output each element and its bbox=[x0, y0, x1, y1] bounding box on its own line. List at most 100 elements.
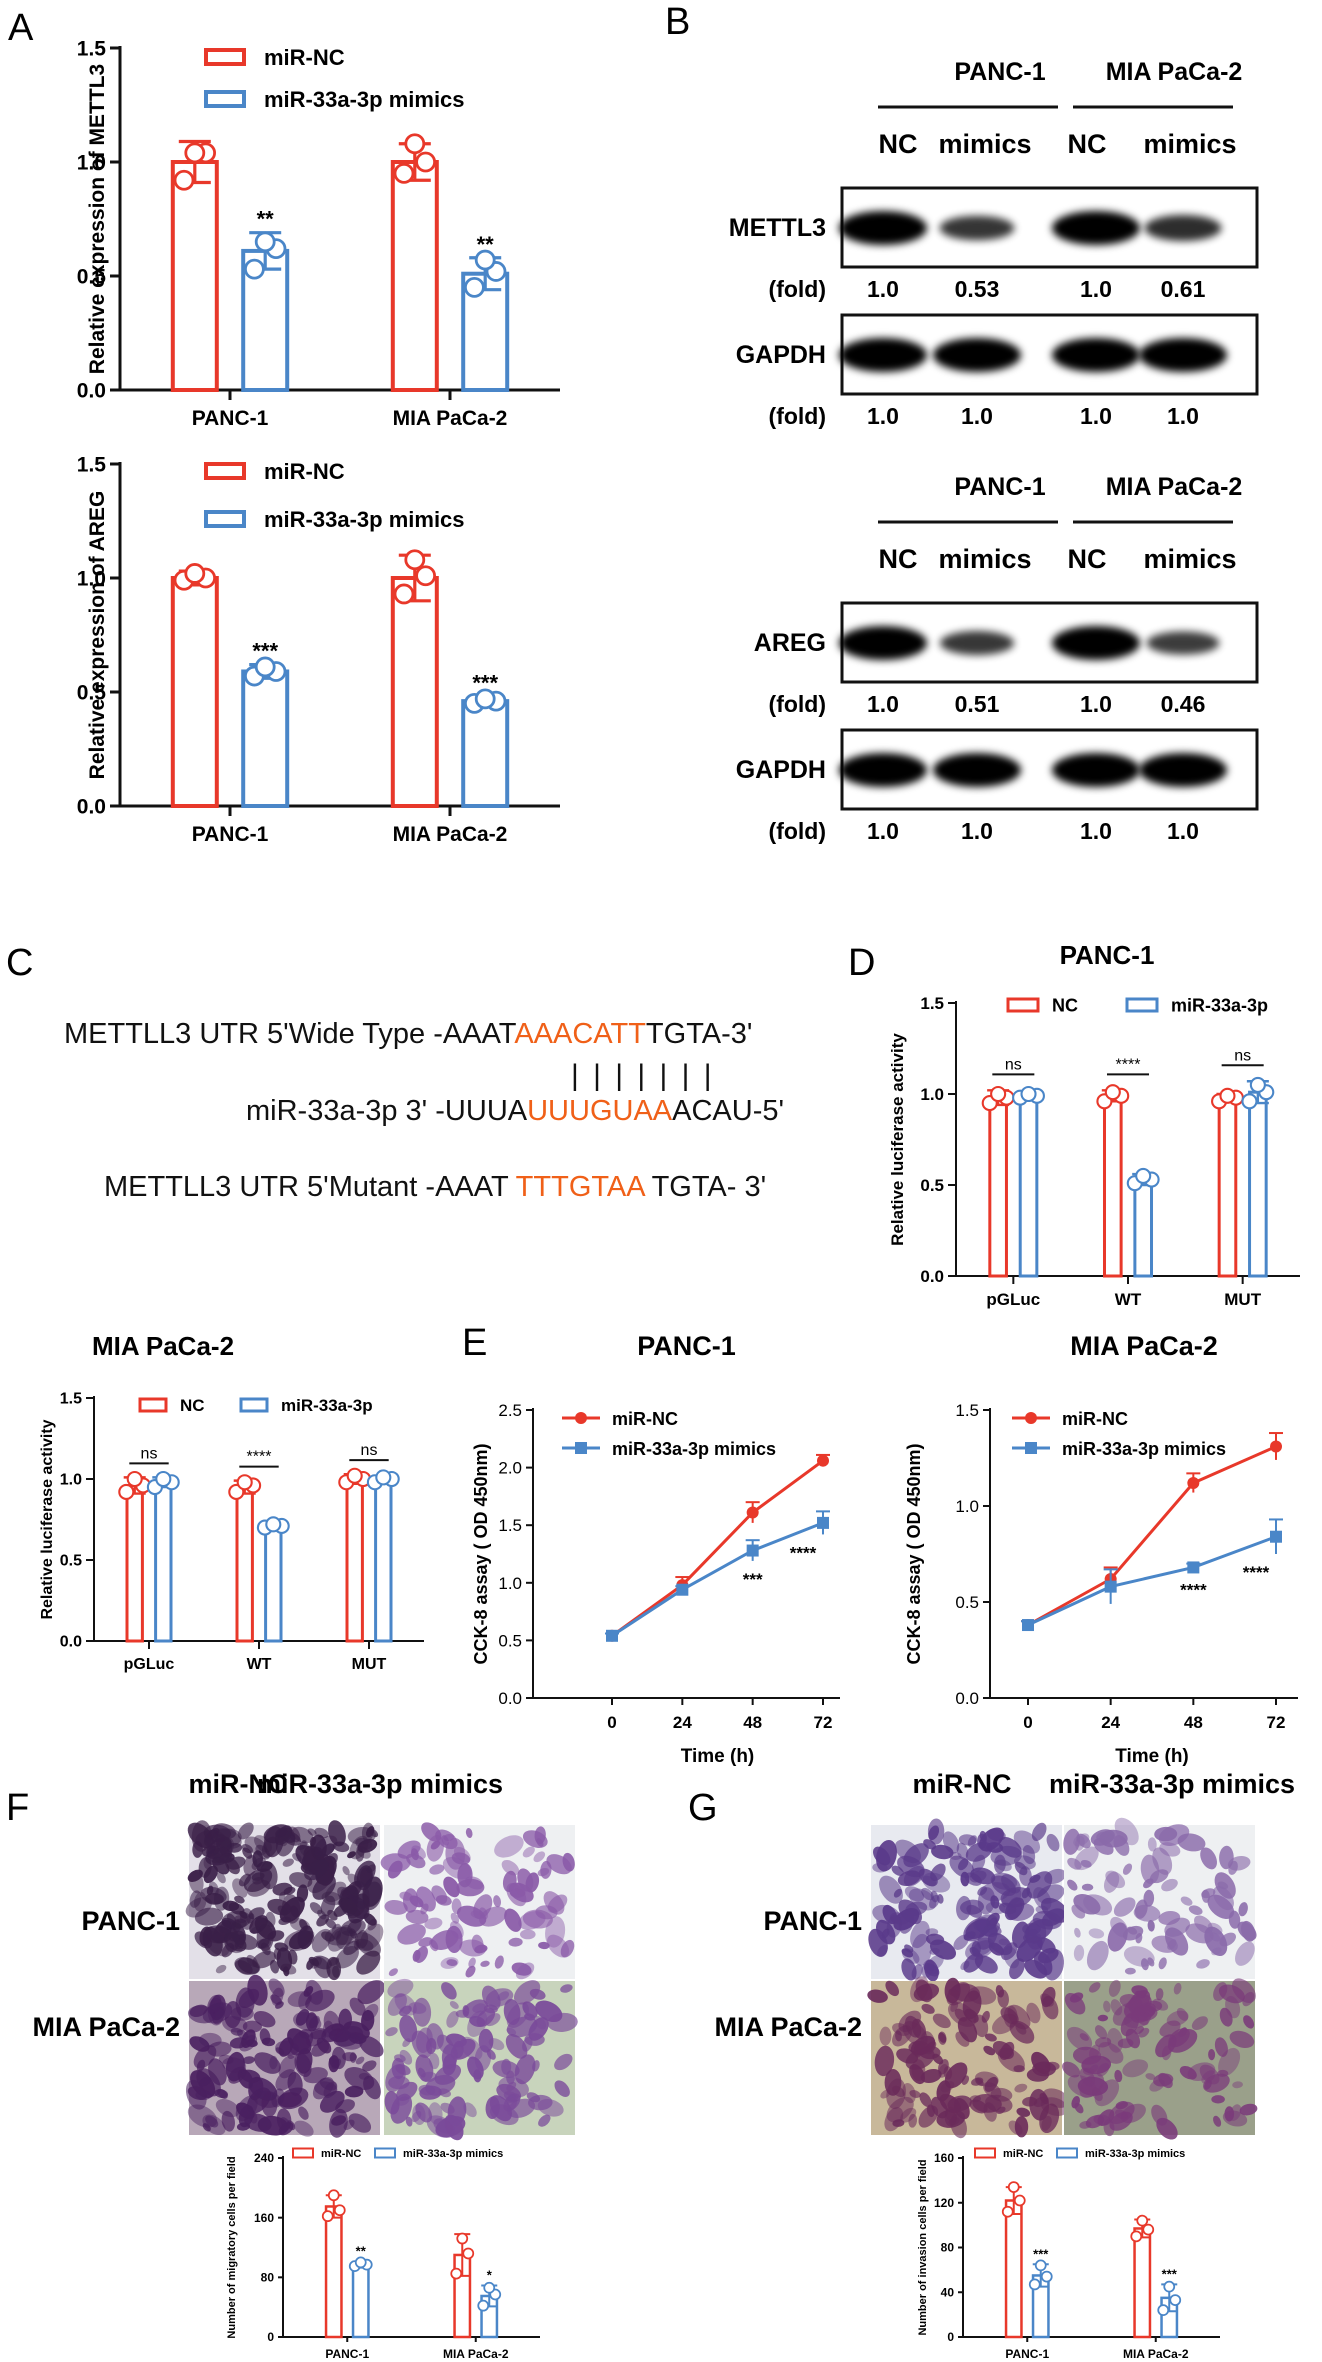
y-tick-label: 2.5 bbox=[498, 1401, 522, 1420]
stained-cell bbox=[1140, 1854, 1160, 1885]
stained-cell bbox=[1001, 1942, 1018, 1961]
data-point bbox=[1007, 2181, 1020, 2193]
stained-cell bbox=[280, 1963, 297, 1975]
bar-mimics bbox=[1133, 1178, 1154, 1278]
data-point bbox=[463, 276, 485, 298]
stained-cell bbox=[1188, 1905, 1203, 1915]
y-tick-label: 1.0 bbox=[77, 567, 106, 590]
stained-cell bbox=[1000, 1887, 1032, 1908]
blot-row-label: GAPDH bbox=[736, 341, 826, 369]
stained-cell bbox=[872, 1862, 888, 1873]
stained-cell bbox=[909, 2090, 921, 2098]
stained-cell bbox=[399, 2015, 418, 2043]
stained-cell bbox=[415, 2102, 433, 2123]
mir-sequence: miR-33a-3p 3' -UUUAUUUGUAAACAU-5' bbox=[246, 1095, 784, 1127]
stained-cell bbox=[1024, 1959, 1048, 1979]
stained-cell bbox=[256, 1938, 272, 1949]
stained-cell bbox=[418, 1937, 433, 1948]
stained-cell bbox=[275, 1827, 288, 1838]
stained-cell bbox=[886, 2096, 914, 2123]
significance-label: *** bbox=[1162, 2266, 1178, 2281]
significance-label: **** bbox=[1180, 1580, 1207, 1599]
data-point bbox=[1013, 2194, 1026, 2207]
y-axis-label: CCK-8 assay ( OD 450nm) bbox=[471, 1443, 491, 1664]
stained-cell bbox=[303, 2067, 328, 2084]
y-tick-label: 1.0 bbox=[955, 1497, 979, 1516]
stained-cell bbox=[1159, 2020, 1181, 2037]
stained-cell bbox=[1134, 2026, 1145, 2035]
stained-cell bbox=[405, 1909, 429, 1925]
legend-label: miR-33a-3p mimics bbox=[612, 1439, 776, 1459]
stained-cell bbox=[929, 1939, 957, 1960]
stained-cell bbox=[1237, 1921, 1257, 1941]
data-point bbox=[1020, 1085, 1037, 1103]
panel-label-g: G bbox=[688, 1787, 718, 1829]
stained-cell bbox=[547, 2012, 578, 2032]
stained-cell bbox=[505, 2034, 528, 2059]
stained-cell bbox=[915, 1979, 933, 2003]
stained-cell bbox=[440, 2102, 455, 2114]
fold-value: 1.0 bbox=[1167, 403, 1199, 429]
bar-control bbox=[390, 576, 439, 808]
stained-cell bbox=[506, 2016, 538, 2038]
stained-cell bbox=[1026, 2002, 1041, 2024]
stained-cell bbox=[248, 2077, 278, 2101]
stained-cell bbox=[1108, 1979, 1121, 1997]
stained-cell bbox=[893, 1888, 902, 1898]
stained-cell bbox=[1149, 2079, 1165, 2092]
stained-cell bbox=[1117, 2038, 1134, 2049]
fold-value: 1.0 bbox=[961, 403, 993, 429]
stained-cell bbox=[299, 2031, 310, 2039]
stained-cell bbox=[356, 1865, 373, 1891]
stained-cell bbox=[501, 1859, 520, 1876]
stained-cell bbox=[938, 2032, 947, 2043]
stained-cell bbox=[360, 1923, 384, 1951]
data-point bbox=[254, 656, 276, 678]
legend-label: miR-NC bbox=[264, 459, 345, 484]
data-point bbox=[1241, 1093, 1258, 1110]
stained-cell bbox=[226, 1842, 243, 1853]
stained-cell bbox=[1180, 1896, 1193, 1906]
y-tick-label: 1.5 bbox=[77, 37, 107, 60]
stained-cell bbox=[357, 1838, 378, 1853]
stained-cell bbox=[344, 2067, 375, 2090]
legend-label: miR-33a-3p mimics bbox=[1062, 1439, 1226, 1459]
x-axis-label: Time (h) bbox=[1115, 1746, 1189, 1767]
stained-cell bbox=[430, 1930, 459, 1950]
stained-cell bbox=[1204, 2079, 1212, 2090]
protein-band bbox=[1146, 631, 1220, 655]
panel-label-d: D bbox=[848, 942, 875, 984]
y-tick-label: 120 bbox=[934, 2196, 954, 2210]
stained-cell bbox=[969, 2099, 988, 2114]
y-tick-label: 1.5 bbox=[920, 994, 944, 1013]
y-axis-label: Number of migratory cells per field bbox=[226, 2156, 238, 2338]
legend-swatch-mimics bbox=[204, 510, 246, 528]
stained-cell bbox=[199, 2032, 222, 2048]
stained-cell bbox=[939, 2093, 961, 2114]
stained-cell bbox=[234, 1960, 253, 1975]
stained-cell bbox=[504, 1908, 522, 1932]
stained-cell bbox=[910, 1920, 930, 1949]
significance-label: **** bbox=[247, 1449, 272, 1466]
stained-cell bbox=[908, 2113, 918, 2128]
chart-title: PANC-1 bbox=[1060, 940, 1155, 970]
micrograph-image bbox=[185, 1974, 385, 2138]
stained-cell bbox=[513, 1980, 541, 2005]
protein-band bbox=[1052, 626, 1140, 660]
stained-cell bbox=[465, 1965, 476, 1978]
stained-cell bbox=[293, 2012, 322, 2032]
data-point bbox=[254, 231, 276, 253]
data-point bbox=[236, 1474, 253, 1491]
significance-label: **** bbox=[1116, 1056, 1141, 1073]
stained-cell bbox=[429, 1864, 445, 1875]
row-label: MIA PaCa-2 bbox=[714, 2012, 862, 2042]
stained-cell bbox=[983, 2045, 996, 2056]
stained-cell bbox=[236, 2029, 249, 2040]
stained-cell bbox=[446, 1959, 458, 1967]
bar-mimics bbox=[1018, 1094, 1039, 1278]
stained-cell bbox=[967, 1986, 997, 2005]
y-tick-label: 0.5 bbox=[498, 1631, 522, 1650]
series-line-mimics bbox=[611, 1521, 824, 1638]
stained-cell bbox=[328, 2055, 340, 2073]
stained-cell bbox=[904, 1886, 925, 1902]
